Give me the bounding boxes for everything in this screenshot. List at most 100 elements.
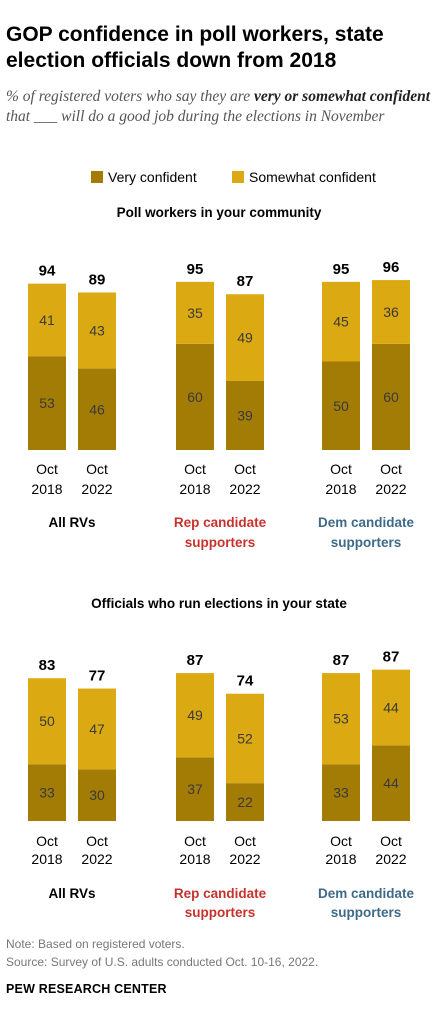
- legend-label-very: Very confident: [108, 169, 197, 185]
- data-label-somewhat: 44: [383, 699, 399, 715]
- data-label-very: 50: [333, 398, 349, 414]
- bar-somewhat-confident: [78, 688, 116, 770]
- x-tick-label-month: Oct: [86, 461, 108, 477]
- data-label-very: 44: [383, 775, 399, 791]
- bar-very-confident: [322, 361, 360, 450]
- x-tick-label-year: 2018: [31, 481, 62, 497]
- bar-somewhat-confident: [226, 294, 264, 381]
- data-label-total: 87: [383, 649, 400, 666]
- x-tick-label-month: Oct: [86, 833, 108, 849]
- data-label-somewhat: 41: [39, 312, 55, 328]
- bar-somewhat-confident: [372, 280, 410, 344]
- x-tick-label-year: 2022: [375, 481, 406, 497]
- bar-very-confident: [78, 769, 116, 821]
- subtitle-part2: that ___ will do a good job during the e…: [6, 108, 385, 125]
- x-tick-label-month: Oct: [36, 461, 58, 477]
- bar-somewhat-confident: [226, 693, 264, 784]
- data-label-somewhat: 49: [237, 330, 253, 346]
- bar-very-confident: [226, 380, 264, 450]
- data-label-very: 22: [237, 794, 253, 810]
- bar-very-confident: [372, 343, 410, 450]
- x-tick-label-year: 2018: [325, 481, 356, 497]
- data-label-very: 46: [89, 401, 105, 417]
- bar-very-confident: [372, 745, 410, 821]
- bar-somewhat-confident: [28, 283, 66, 357]
- group-label: All RVs: [48, 886, 95, 901]
- data-label-somewhat: 45: [333, 314, 349, 330]
- bar-somewhat-confident: [372, 669, 410, 746]
- x-tick-label-year: 2022: [229, 851, 260, 867]
- x-tick-label-year: 2022: [81, 481, 112, 497]
- data-label-somewhat: 35: [187, 305, 203, 321]
- data-label-very: 39: [237, 407, 253, 423]
- data-label-somewhat: 53: [333, 711, 349, 727]
- bar-somewhat-confident: [322, 281, 360, 362]
- x-tick-label-month: Oct: [330, 833, 352, 849]
- group-label-line2: supporters: [331, 535, 402, 550]
- data-label-somewhat: 47: [89, 721, 105, 737]
- legend: Very confident Somewhat confident: [0, 168, 438, 186]
- footer-note: Note: Based on registered voters.: [6, 937, 185, 951]
- x-tick-label-year: 2018: [179, 481, 210, 497]
- x-tick-label-year: 2022: [375, 851, 406, 867]
- bar-somewhat-confident: [78, 292, 116, 369]
- bar-very-confident: [322, 764, 360, 821]
- data-label-total: 87: [333, 652, 350, 669]
- data-label-very: 30: [89, 787, 105, 803]
- data-label-total: 96: [383, 259, 400, 276]
- x-tick-label-month: Oct: [234, 461, 256, 477]
- data-label-very: 60: [383, 389, 399, 405]
- subtitle-part1: % of registered voters who say they are: [6, 88, 254, 105]
- data-label-total: 89: [89, 271, 106, 288]
- x-tick-label-month: Oct: [380, 833, 402, 849]
- data-label-total: 95: [187, 261, 204, 278]
- bar-very-confident: [176, 757, 214, 821]
- x-tick-label-year: 2018: [179, 851, 210, 867]
- data-label-somewhat: 52: [237, 730, 253, 746]
- group-label: Rep candidate: [174, 886, 267, 901]
- group-label: All RVs: [48, 515, 95, 530]
- x-tick-label-month: Oct: [234, 833, 256, 849]
- bar-somewhat-confident: [28, 678, 66, 765]
- bar-somewhat-confident: [176, 673, 214, 758]
- x-tick-label-month: Oct: [184, 833, 206, 849]
- x-tick-label-year: 2022: [229, 481, 260, 497]
- bar-somewhat-confident: [176, 281, 214, 344]
- chart-subtitle: % of registered voters who say they are …: [6, 87, 432, 127]
- x-tick-label-month: Oct: [184, 461, 206, 477]
- data-label-somewhat: 36: [383, 304, 399, 320]
- footer-source: Source: Survey of U.S. adults conducted …: [6, 955, 319, 969]
- x-tick-label-month: Oct: [330, 461, 352, 477]
- bar-somewhat-confident: [322, 673, 360, 765]
- x-tick-label-year: 2022: [81, 851, 112, 867]
- group-label-line2: supporters: [185, 535, 256, 550]
- x-tick-label-year: 2018: [325, 851, 356, 867]
- group-label-line2: supporters: [185, 905, 256, 920]
- brand-label: PEW RESEARCH CENTER: [6, 982, 167, 996]
- data-label-very: 60: [187, 389, 203, 405]
- bar-very-confident: [176, 343, 214, 450]
- bar-very-confident: [226, 783, 264, 821]
- data-label-total: 95: [333, 261, 350, 278]
- legend-swatch-very: [91, 171, 103, 183]
- data-label-total: 74: [237, 673, 254, 690]
- data-label-total: 94: [39, 263, 56, 280]
- data-label-somewhat: 43: [89, 323, 105, 339]
- group-label: Dem candidate: [318, 515, 415, 530]
- data-label-somewhat: 49: [187, 707, 203, 723]
- data-label-very: 53: [39, 395, 55, 411]
- panel-title: Poll workers in your community: [117, 205, 322, 220]
- data-label-total: 83: [39, 657, 56, 674]
- bar-very-confident: [28, 356, 66, 450]
- subtitle-bold: very or somewhat confident: [253, 88, 431, 105]
- bar-very-confident: [78, 368, 116, 450]
- group-label-line2: supporters: [331, 905, 402, 920]
- data-label-very: 33: [39, 785, 55, 801]
- data-label-total: 77: [89, 668, 106, 685]
- data-label-total: 87: [187, 652, 204, 669]
- legend-label-somewhat: Somewhat confident: [249, 169, 376, 185]
- data-label-total: 87: [237, 273, 254, 290]
- chart-title: GOP confidence in poll workers, state el…: [6, 23, 384, 72]
- group-label: Rep candidate: [174, 515, 267, 530]
